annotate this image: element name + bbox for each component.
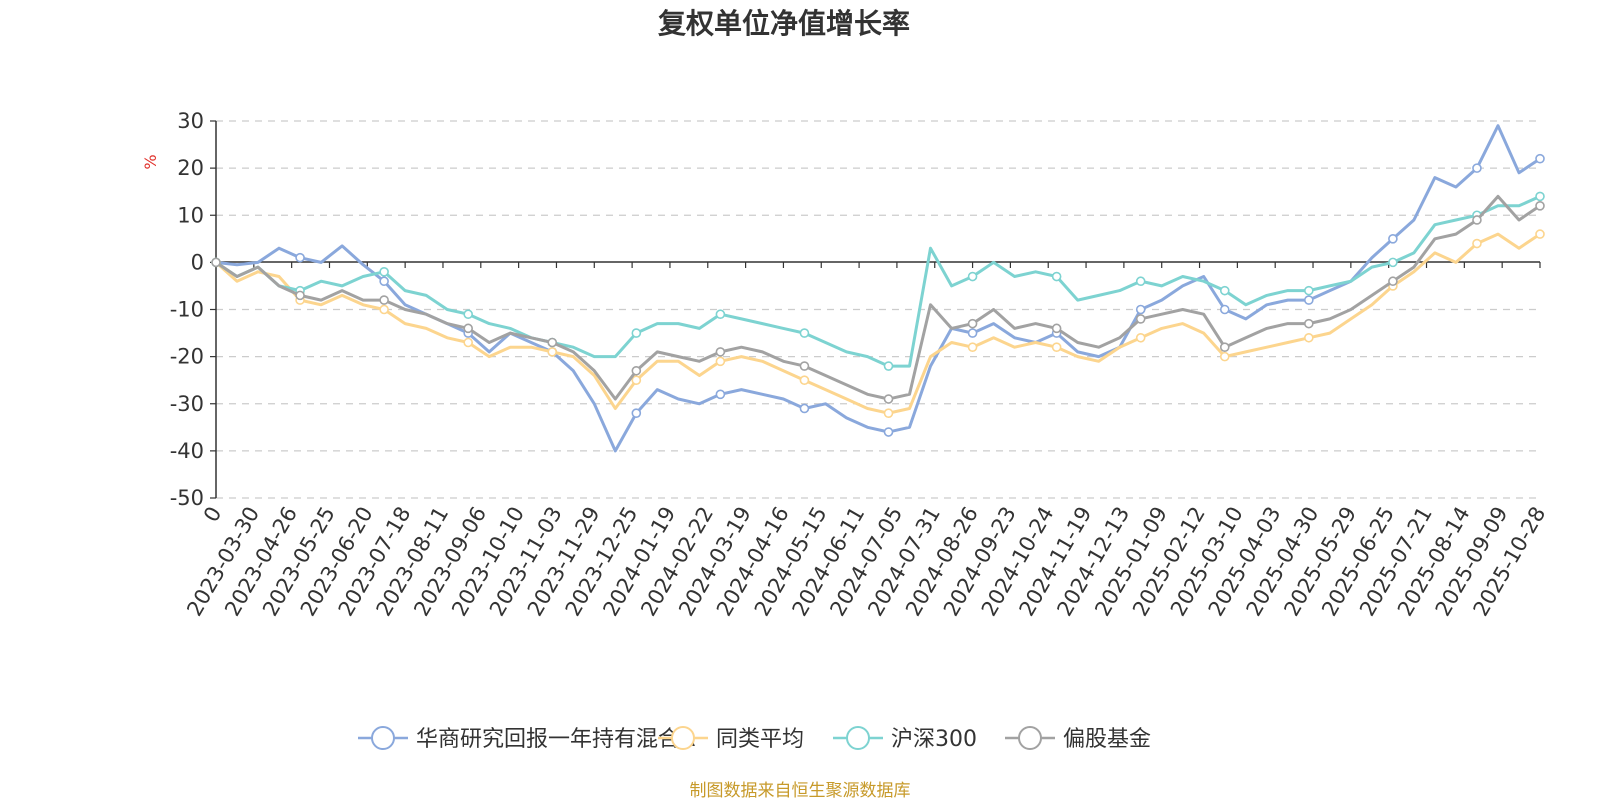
data-point[interactable]: [463, 337, 473, 348]
data-point[interactable]: [715, 347, 726, 357]
series-lines: [211, 124, 1545, 453]
data-point[interactable]: [799, 403, 810, 414]
x-tick-label: 0: [199, 503, 226, 527]
data-point[interactable]: [1535, 229, 1545, 239]
data-point[interactable]: [1219, 304, 1230, 315]
y-axis-ticks: 30 20 10 0 -10 -20 -30 -40 -50: [170, 109, 216, 510]
data-point[interactable]: [379, 266, 389, 277]
data-point[interactable]: [1535, 201, 1545, 211]
data-point[interactable]: [1535, 191, 1545, 202]
legend-marker-icon: [371, 726, 395, 750]
data-point[interactable]: [967, 271, 978, 282]
data-point[interactable]: [1304, 318, 1314, 329]
data-point[interactable]: [1219, 342, 1230, 353]
y-tick-label: -40: [170, 439, 204, 463]
data-point[interactable]: [1135, 276, 1146, 287]
data-point[interactable]: [967, 328, 978, 338]
series-line: [215, 195, 1541, 368]
data-point[interactable]: [1472, 163, 1482, 173]
y-tick-label: 10: [177, 203, 204, 227]
legend-marker-icon: [846, 726, 870, 750]
data-point[interactable]: [1304, 332, 1314, 343]
legend-marker-icon: [671, 726, 695, 750]
data-point[interactable]: [631, 408, 642, 418]
data-point[interactable]: [379, 276, 389, 287]
data-point[interactable]: [1135, 304, 1146, 315]
y-tick-label: -10: [170, 298, 204, 322]
series-line: [215, 124, 1541, 453]
data-point[interactable]: [799, 328, 810, 338]
chart-title: 复权单位净值增长率: [658, 7, 910, 40]
data-point[interactable]: [1219, 351, 1230, 362]
data-point[interactable]: [799, 375, 810, 385]
data-point[interactable]: [379, 304, 389, 315]
series-line: [214, 232, 1541, 415]
data-point[interactable]: [379, 295, 389, 305]
y-tick-label: 30: [177, 109, 204, 133]
data-point[interactable]: [1135, 314, 1146, 324]
data-point[interactable]: [211, 257, 221, 268]
data-point[interactable]: [967, 342, 978, 353]
series-2: [211, 191, 1545, 371]
legend-label: 沪深300: [891, 727, 977, 752]
data-point[interactable]: [883, 427, 894, 437]
data-point[interactable]: [1304, 285, 1314, 296]
series-0: [211, 124, 1545, 453]
series-1: [211, 229, 1545, 418]
data-point[interactable]: [883, 408, 894, 418]
data-point[interactable]: [715, 309, 726, 320]
data-point[interactable]: [295, 290, 305, 301]
data-point[interactable]: [1472, 238, 1482, 249]
series-3: [211, 194, 1545, 404]
series-line: [215, 194, 1541, 401]
axes: [215, 121, 1540, 498]
data-point[interactable]: [463, 309, 473, 320]
data-point[interactable]: [1388, 234, 1398, 244]
legend-label: 华商研究回报一年持有混合A: [416, 727, 695, 752]
x-axis-ticks: 02023-03-302023-04-262023-05-252023-06-2…: [182, 262, 1550, 620]
data-point[interactable]: [631, 365, 642, 376]
data-point[interactable]: [463, 323, 473, 334]
legend-item[interactable]: 沪深300: [833, 726, 977, 752]
legend-item[interactable]: 偏股基金: [1005, 726, 1151, 752]
data-point[interactable]: [1135, 332, 1146, 343]
legend-marker-icon: [1018, 726, 1042, 750]
y-axis-unit: %: [141, 154, 160, 169]
data-point[interactable]: [1051, 271, 1062, 282]
data-point[interactable]: [967, 318, 978, 329]
y-tick-label: 0: [191, 250, 204, 274]
legend-item[interactable]: 华商研究回报一年持有混合A: [358, 726, 695, 752]
data-point[interactable]: [799, 361, 810, 371]
data-point[interactable]: [1051, 342, 1062, 353]
data-point[interactable]: [1472, 215, 1482, 225]
y-tick-label: -30: [170, 392, 204, 416]
data-point[interactable]: [1535, 153, 1545, 164]
data-point[interactable]: [547, 347, 558, 357]
data-point[interactable]: [1219, 285, 1230, 296]
data-point[interactable]: [715, 356, 726, 367]
data-point[interactable]: [631, 328, 642, 338]
data-point[interactable]: [295, 252, 305, 263]
data-point[interactable]: [1388, 276, 1398, 287]
data-point[interactable]: [547, 337, 558, 348]
data-point[interactable]: [1304, 295, 1314, 305]
data-point[interactable]: [631, 375, 642, 385]
data-point[interactable]: [715, 389, 726, 400]
data-point[interactable]: [883, 394, 894, 404]
data-source-note: 制图数据来自恒生聚源数据库: [690, 781, 911, 800]
data-point[interactable]: [1388, 257, 1398, 268]
legend-label: 偏股基金: [1063, 727, 1151, 752]
legend-item[interactable]: 同类平均: [658, 726, 804, 752]
legend[interactable]: 华商研究回报一年持有混合A 同类平均 沪深300 偏股基金: [358, 726, 1151, 752]
data-point[interactable]: [1051, 323, 1062, 334]
y-tick-label: -20: [170, 345, 204, 369]
y-tick-label: -50: [170, 486, 204, 510]
legend-label: 同类平均: [716, 727, 804, 752]
data-point[interactable]: [883, 361, 894, 371]
y-tick-label: 20: [177, 156, 204, 180]
